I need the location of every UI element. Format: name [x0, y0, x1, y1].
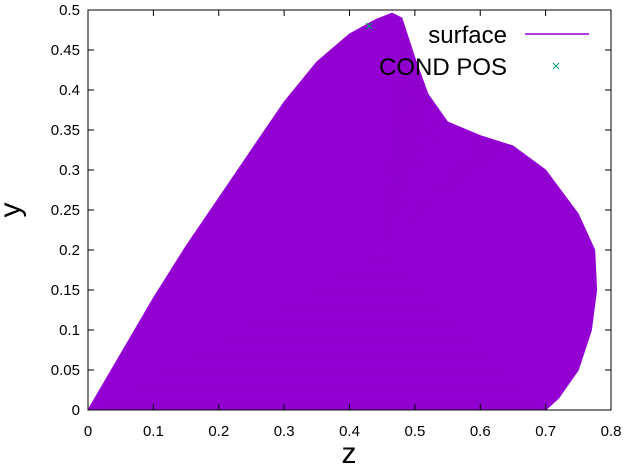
surface-contour	[240, 136, 486, 328]
y-tick-label: 0.4	[59, 82, 80, 99]
surface-contour	[252, 145, 477, 321]
x-axis-label: z	[342, 437, 357, 468]
surface-contour	[311, 192, 434, 289]
axis-ticks	[87, 9, 612, 411]
legend-marker-cond-pos	[552, 62, 560, 70]
y-tick-label: 0.15	[51, 282, 80, 299]
surface-contour	[99, 22, 589, 404]
surface-contour	[181, 88, 529, 360]
cond-pos-points	[365, 22, 373, 30]
surface-contour	[352, 226, 404, 267]
legend: surface COND POS	[379, 22, 589, 81]
surface-area	[88, 12, 598, 410]
surface-contour	[187, 93, 524, 356]
surface-contour	[134, 50, 563, 385]
surface-contour	[305, 188, 439, 292]
surface-contour	[222, 121, 499, 337]
x-tick-label: 0.2	[208, 423, 229, 440]
surface-contour	[346, 221, 409, 270]
surface-contour	[111, 31, 580, 398]
surface-contour	[322, 202, 426, 283]
y-axis-label: y	[0, 203, 27, 218]
surface-contour	[164, 74, 542, 369]
x-tick-label: 0.3	[274, 423, 295, 440]
y-tick-label: 0.2	[59, 242, 80, 259]
surface-contour	[175, 83, 533, 363]
surface-contour	[146, 60, 554, 379]
y-tick-label: 0.25	[51, 202, 80, 219]
x-tick-label: 0	[84, 423, 92, 440]
surface-contours	[93, 17, 593, 408]
surface-contour	[299, 183, 443, 296]
surface-contour	[258, 150, 473, 318]
surface-contour	[364, 235, 396, 260]
surface-contour	[228, 126, 494, 334]
surface-contour	[328, 207, 422, 280]
surface-contour	[193, 98, 520, 353]
surface-contour	[205, 107, 512, 347]
surface-contour	[122, 41, 572, 392]
axis-tick-labels: 0 0.1 0.2 0.3 0.4 0.5 0.6 0.7 0.8 0 0.05 0.1 0.15 0.2…	[51, 2, 622, 440]
surface-contour	[216, 117, 503, 340]
x-tick-label: 0.8	[601, 423, 622, 440]
y-tick-label: 0.5	[59, 2, 80, 19]
surface-contour	[293, 178, 447, 299]
surface-contour	[105, 27, 585, 401]
surface-region	[88, 12, 598, 410]
y-tick-label: 0.45	[51, 42, 80, 59]
y-tick-label: 0.35	[51, 122, 80, 139]
surface-contour	[281, 169, 456, 305]
legend-label-cond-pos: COND POS	[379, 54, 507, 81]
surface-contour	[158, 69, 546, 372]
surface-contour	[317, 197, 430, 286]
surface-contour	[358, 230, 400, 264]
surface-contour	[199, 102, 516, 350]
surface-contour	[334, 211, 417, 276]
x-tick-label: 0.6	[470, 423, 491, 440]
x-tick-label: 0.1	[143, 423, 164, 440]
surface-contour	[246, 140, 482, 324]
surface-contour	[93, 17, 593, 408]
surface-contour	[369, 240, 392, 257]
cond-pos-point	[365, 22, 373, 30]
surface-contour	[340, 216, 413, 273]
x-tick-label: 0.4	[339, 423, 360, 440]
surface-contour	[234, 131, 490, 331]
y-tick-label: 0.1	[59, 322, 80, 339]
y-tick-label: 0	[72, 402, 80, 419]
surface-contour	[152, 65, 550, 376]
x-tick-label: 0.5	[404, 423, 425, 440]
surface-contour	[287, 173, 452, 302]
surface-contour	[211, 112, 507, 344]
x-tick-label: 0.7	[535, 423, 556, 440]
y-tick-label: 0.3	[59, 162, 80, 179]
legend-swatch-cond-pos	[552, 62, 560, 70]
surface-contour	[269, 159, 464, 312]
legend-label-surface: surface	[428, 22, 507, 49]
surface-contour	[169, 79, 537, 366]
surface-contour	[128, 46, 567, 388]
surface-contour	[140, 55, 559, 382]
y-tick-label: 0.05	[51, 362, 80, 379]
surface-contour	[275, 164, 460, 308]
surface-contour	[264, 155, 469, 315]
surface-contour	[116, 36, 576, 395]
